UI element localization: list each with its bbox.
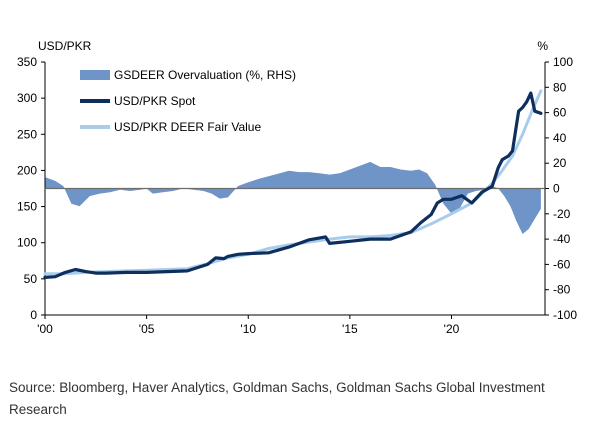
legend-swatch-overvaluation [80, 70, 110, 80]
legend-label-fair-value: USD/PKR DEER Fair Value [114, 120, 261, 134]
left-axis-title: USD/PKR [38, 39, 92, 53]
left-tick-label: 200 [17, 163, 37, 177]
left-tick-label: 100 [17, 236, 37, 250]
right-tick-label: 0 [553, 182, 560, 196]
right-tick-label: -40 [553, 232, 571, 246]
legend-label-overvaluation: GSDEER Overvaluation (%, RHS) [114, 68, 296, 82]
x-tick-label: '00 [37, 322, 53, 336]
overvaluation-area [45, 161, 541, 234]
right-tick-label: -20 [553, 207, 571, 221]
left-tick-label: 350 [17, 55, 37, 69]
legend: GSDEER Overvaluation (%, RHS) USD/PKR Sp… [80, 68, 296, 134]
right-tick-label: 80 [553, 80, 567, 94]
x-tick-label: '15 [342, 322, 358, 336]
right-tick-label: -100 [553, 308, 577, 322]
left-tick-label: 0 [30, 308, 37, 322]
source-note: Source: Bloomberg, Haver Analytics, Gold… [9, 380, 545, 417]
chart-svg: 0 50 100 150 200 250 300 350 -100 -80 -60 -40 -20 0 20… [17, 39, 577, 336]
right-tick-label: 100 [553, 55, 573, 69]
x-tick-label: '20 [444, 322, 460, 336]
right-axis-title: % [537, 39, 548, 53]
left-tick-label: 300 [17, 91, 37, 105]
legend-label-spot: USD/PKR Spot [114, 94, 196, 108]
right-tick-label: 20 [553, 156, 567, 170]
chart: 0 50 100 150 200 250 300 350 -100 -80 -60 -40 -20 0 20… [17, 39, 577, 336]
fair-value-line [43, 89, 543, 276]
right-tick-label: -80 [553, 283, 571, 297]
x-tick-label: '10 [240, 322, 256, 336]
left-tick-label: 50 [24, 272, 38, 286]
left-tick-label: 150 [17, 200, 37, 214]
right-tick-label: 40 [553, 131, 567, 145]
x-tick-label: '05 [139, 322, 155, 336]
spot-line [43, 91, 543, 279]
right-tick-label: 60 [553, 106, 567, 120]
left-tick-label: 250 [17, 127, 37, 141]
right-tick-label: -60 [553, 257, 571, 271]
